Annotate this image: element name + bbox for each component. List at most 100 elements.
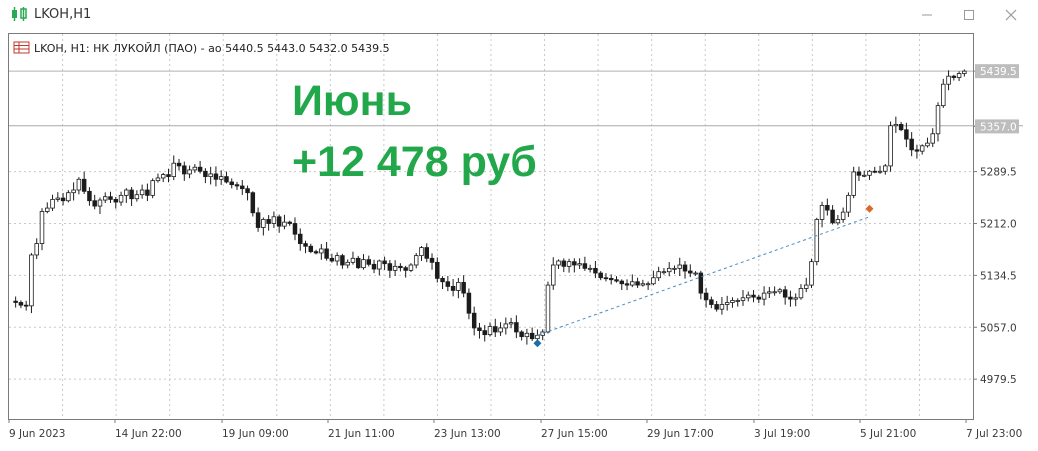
candle — [798, 288, 804, 299]
y-tick-label: 5212.0 — [980, 218, 1017, 230]
price-tag — [975, 64, 1019, 79]
candle — [941, 83, 946, 107]
close-button[interactable] — [988, 0, 1034, 30]
candle — [714, 304, 719, 310]
candle — [851, 171, 856, 196]
candle — [102, 196, 108, 201]
candle — [551, 264, 556, 286]
candle — [477, 327, 482, 332]
candle — [129, 189, 134, 200]
candle — [608, 277, 614, 281]
candle — [809, 261, 814, 286]
candle — [535, 334, 540, 340]
candle — [951, 75, 957, 78]
plot-frame — [8, 33, 974, 420]
candle — [261, 219, 266, 228]
candle — [503, 323, 509, 329]
x-tick-label: 7 Jul 23:00 — [966, 428, 1022, 440]
candle — [45, 207, 50, 212]
candle — [171, 162, 177, 178]
candle — [413, 255, 419, 266]
candle — [645, 283, 651, 286]
candle — [60, 197, 66, 202]
x-tick-label: 3 Jul 19:00 — [754, 428, 810, 440]
trade-markers — [533, 204, 874, 348]
candle — [419, 247, 424, 257]
candle — [392, 265, 398, 271]
candle — [387, 263, 393, 271]
candle — [561, 260, 567, 267]
candle — [113, 198, 119, 203]
candle — [234, 184, 240, 187]
candle — [108, 196, 113, 200]
x-tick-label: 14 Jun 22:00 — [115, 428, 182, 440]
candle — [867, 170, 872, 176]
candle — [962, 70, 967, 74]
candle — [888, 125, 893, 167]
candle — [350, 257, 356, 263]
candle — [925, 142, 930, 147]
chart-area[interactable]: 5439.5 5357.0 5289.5 5212.0 5134.5 5057.0 4979… — [8, 33, 1030, 447]
x-tick-label: 9 Jun 2023 — [9, 428, 65, 440]
candle — [740, 297, 746, 301]
candle — [197, 166, 203, 172]
candle — [603, 277, 609, 280]
minimize-button[interactable] — [904, 0, 950, 30]
candle — [292, 223, 298, 235]
candle — [298, 233, 303, 244]
candle — [898, 123, 904, 131]
candle — [440, 277, 445, 283]
trade-line — [537, 216, 870, 336]
candle — [656, 271, 661, 279]
candle — [688, 270, 693, 274]
candle — [767, 291, 772, 294]
y-tick-label: 5289.5 — [980, 167, 1017, 179]
candle — [946, 75, 951, 85]
maximize-button[interactable] — [946, 0, 992, 30]
candle — [788, 296, 793, 300]
candle — [203, 170, 208, 178]
candle — [229, 181, 234, 186]
candle — [614, 279, 619, 282]
candle — [482, 330, 487, 336]
sell-arrow-icon — [865, 204, 874, 213]
candle — [466, 292, 472, 314]
candle — [145, 189, 150, 196]
candle — [719, 304, 725, 310]
candle — [593, 267, 598, 274]
candle — [192, 166, 198, 171]
candle — [76, 178, 82, 191]
candle — [619, 280, 625, 285]
candle — [840, 211, 846, 220]
candle — [218, 176, 224, 180]
candle — [730, 300, 735, 303]
candle — [825, 205, 830, 211]
candle — [724, 302, 730, 305]
candle — [624, 283, 630, 286]
candle — [208, 173, 213, 178]
price-tag — [975, 119, 1019, 134]
candle — [872, 170, 878, 173]
candle — [355, 257, 361, 269]
candle — [176, 162, 182, 167]
candle — [698, 272, 704, 294]
candle — [630, 281, 635, 286]
candle — [245, 188, 250, 194]
candle — [819, 205, 825, 220]
candle — [883, 165, 888, 172]
buy-arrow-icon — [533, 339, 542, 348]
candle — [282, 221, 287, 227]
x-tick-label: 5 Jul 21:00 — [860, 428, 916, 440]
candle — [935, 105, 941, 135]
price-chart[interactable]: 5439.5 5357.0 5289.5 5212.0 5134.5 5057.0 4979… — [8, 33, 1030, 447]
overlay-profit: +12 478 руб — [292, 138, 537, 186]
candle — [746, 294, 751, 299]
close-icon — [1005, 9, 1017, 21]
candle — [587, 267, 593, 270]
candle — [50, 198, 55, 209]
candle — [529, 332, 535, 340]
candle — [66, 192, 71, 202]
candle — [160, 174, 166, 179]
candle — [693, 272, 698, 275]
chart-table-icon — [13, 41, 30, 54]
